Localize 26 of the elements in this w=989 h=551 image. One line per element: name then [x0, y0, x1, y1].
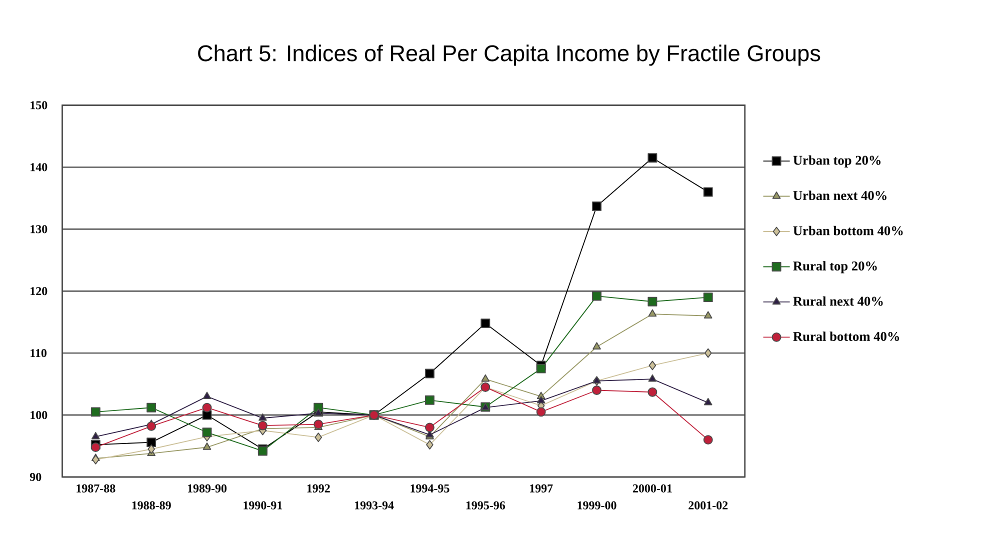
x-tick-label: 1992: [307, 484, 330, 492]
y-tick-label: 150: [30, 101, 48, 110]
x-tick-label: 1990-91: [244, 501, 282, 510]
y-tick-label: 130: [30, 224, 48, 234]
x-tick-label: 1989-90: [188, 484, 227, 492]
legend-label: Rural bottom 40%: [793, 331, 900, 341]
x-tick-label: 2001-02: [688, 501, 728, 510]
y-tick-label: 120: [30, 286, 48, 296]
legend-label: Urban next 40%: [793, 190, 886, 200]
y-tick-label: 100: [30, 410, 48, 419]
legend-label: Rural top 20%: [793, 260, 877, 274]
legend-label: Urban top 20%: [793, 155, 881, 168]
x-tick-label: 2000-01: [632, 484, 672, 492]
y-tick-label: 140: [30, 163, 48, 172]
y-tick-label: 90: [30, 472, 42, 481]
legend-label: Rural next 40%: [793, 296, 883, 306]
x-tick-label: 1987-88: [76, 484, 116, 492]
legend-label: Urban bottom 40%: [793, 226, 903, 236]
x-tick-label: 1993-94: [355, 501, 394, 510]
x-tick-label: 1988-89: [132, 501, 171, 510]
x-tick-label: 1997: [530, 484, 553, 492]
x-tick-label: 1995-96: [466, 501, 506, 510]
x-tick-label: 1999-00: [578, 501, 616, 510]
y-tick-label: 110: [30, 348, 47, 358]
x-tick-label: 1994-95: [410, 484, 450, 492]
chart-title: Chart 5: Indices of Real Per Capita Income by Fractile Groups: [198, 44, 820, 66]
